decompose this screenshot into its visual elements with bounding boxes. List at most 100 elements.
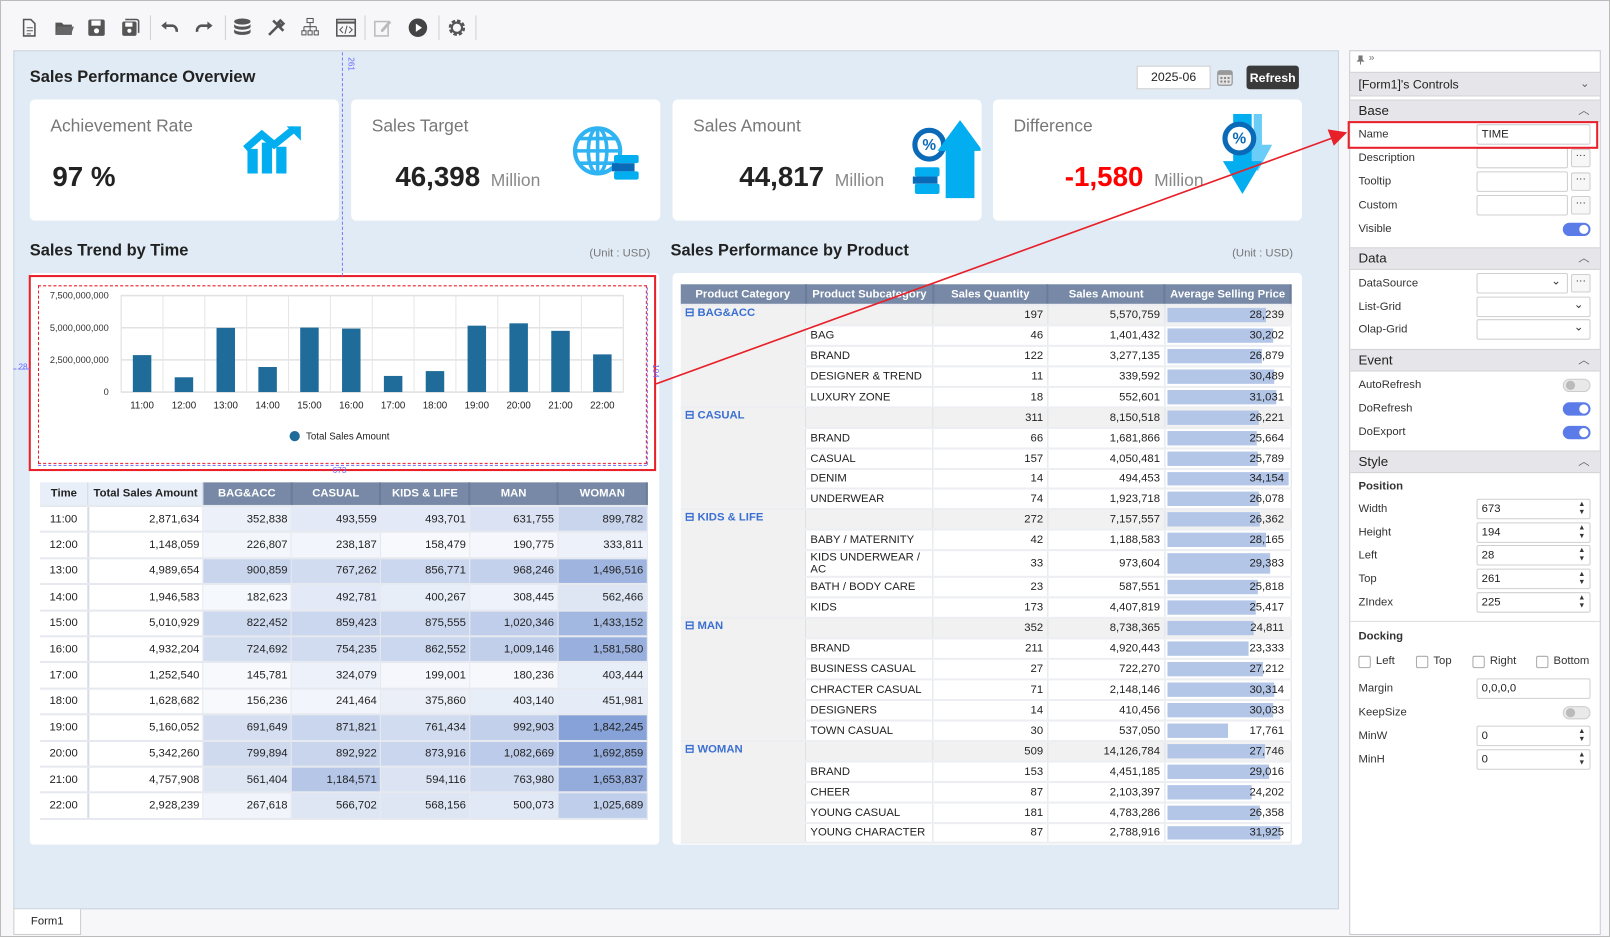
edit-icon[interactable]	[373, 17, 394, 38]
category-cell[interactable]: ⊟ KIDS & LIFE	[680, 509, 807, 619]
collapse-icon[interactable]: ⊟	[684, 409, 698, 422]
refresh-button[interactable]: Refresh	[1246, 65, 1299, 90]
subcategory-row[interactable]: DENIM 14 494,453 34,154	[681, 468, 1292, 490]
collapse-icon[interactable]: ⊟	[684, 620, 698, 633]
category-row[interactable]: ⊟ CASUAL 311 8,150,518 26,221	[680, 407, 1292, 511]
spinner-icon[interactable]: ▲ ▼	[1578, 500, 1586, 517]
description-browse-button[interactable]: ···	[1571, 148, 1591, 168]
month-input[interactable]: 2025-06	[1136, 65, 1211, 90]
subcategory-row[interactable]: CHEER 87 2,103,397 24,202	[681, 781, 1292, 804]
redo-icon[interactable]	[194, 17, 215, 38]
column-header[interactable]: MAN	[469, 482, 559, 507]
tab-form1[interactable]: Form1	[13, 909, 82, 935]
column-header[interactable]: BAG&ACC	[202, 482, 293, 507]
chevron-down-icon[interactable]: ⌄	[1551, 275, 1561, 288]
bar[interactable]	[551, 330, 570, 393]
subcategory-row[interactable]: TOWN CASUAL 30 537,050 17,761	[681, 720, 1292, 742]
table-row[interactable]: 18:00 1,628,682 156,236 241,464 375,860 403,1…	[40, 688, 648, 716]
open-folder-icon[interactable]	[53, 17, 74, 38]
column-header[interactable]: Sales Amount	[1047, 284, 1166, 306]
keepsize-toggle[interactable]	[1562, 706, 1591, 720]
category-cell[interactable]: ⊟ MAN	[680, 617, 807, 742]
run-icon[interactable]	[408, 17, 429, 38]
bar[interactable]	[383, 375, 403, 393]
subcategory-row[interactable]: BRAND 153 4,451,185 29,016	[681, 761, 1292, 783]
subcategory-row[interactable]: KIDS 173 4,407,819 25,417	[681, 597, 1292, 619]
section-base[interactable]: Base ︿	[1350, 99, 1600, 123]
tooltip-input[interactable]	[1476, 171, 1568, 192]
category-row[interactable]: ⊟ BAG&ACC 197 5,570,759 28,239	[680, 304, 1292, 409]
minh-input[interactable]: 0 ▲ ▼	[1476, 749, 1591, 770]
category-row[interactable]: ⊟ WOMAN 509 14,126,784 27,746	[680, 740, 1292, 845]
chevron-down-icon[interactable]: ⌄	[1573, 321, 1584, 334]
custom-input[interactable]	[1476, 194, 1568, 216]
table-row[interactable]: 15:00 5,010,929 822,452 859,423 875,555 1,020…	[40, 610, 648, 638]
custom-browse-button[interactable]: ···	[1571, 196, 1591, 215]
subcategory-row[interactable]: BUSINESS CASUAL 27 722,270 27,212	[681, 658, 1292, 681]
spinner-icon[interactable]: ▲ ▼	[1578, 524, 1586, 540]
section-event[interactable]: Event ︿	[1350, 348, 1600, 372]
left-input[interactable]: 28 ▲ ▼	[1476, 544, 1591, 566]
dorefresh-toggle[interactable]	[1562, 402, 1591, 416]
save-all-icon[interactable]	[120, 17, 141, 38]
column-header[interactable]: Time	[40, 482, 89, 507]
collapse-icon[interactable]: ⊟	[684, 306, 698, 320]
category-row[interactable]: ⊟ MAN 352 8,738,365 24,811	[680, 617, 1292, 742]
table-row[interactable]: 22:00 2,928,239 267,618 566,702 568,156 500,0…	[40, 792, 648, 820]
column-header[interactable]: Product Category	[680, 284, 807, 306]
table-row[interactable]: 16:00 4,932,204 724,692 754,235 862,552 1,009…	[40, 636, 648, 664]
column-header[interactable]: Product Subcategory	[805, 284, 935, 306]
list-grid-input[interactable]: ⌄	[1476, 296, 1591, 318]
minw-input[interactable]: 0 ▲ ▼	[1476, 725, 1591, 747]
dock-left-checkbox[interactable]	[1358, 655, 1371, 669]
selected-control-outline[interactable]	[28, 275, 657, 472]
name-input[interactable]: TIME	[1476, 124, 1591, 145]
tooltip-browse-button[interactable]: ···	[1571, 172, 1591, 191]
doexport-toggle[interactable]	[1562, 425, 1591, 440]
settings-icon[interactable]	[447, 17, 468, 38]
table-row[interactable]: 21:00 4,757,908 561,404 1,184,571 594,116 763…	[40, 766, 648, 794]
spinner-icon[interactable]: ▲ ▼	[1578, 594, 1586, 610]
table-row[interactable]: 17:00 1,252,540 145,781 324,079 199,001 180,2…	[40, 662, 648, 690]
bar[interactable]	[509, 323, 528, 393]
height-input[interactable]: 194 ▲ ▼	[1476, 522, 1591, 543]
controls-header[interactable]: [Form1]'s Controls ⌄	[1350, 71, 1600, 97]
olap-grid-input[interactable]: ⌄	[1476, 319, 1591, 340]
autorefresh-toggle[interactable]	[1562, 378, 1591, 393]
subcategory-row[interactable]: KIDS UNDERWEAR / AC 33 973,604 29,383	[681, 550, 1292, 579]
datasource-input[interactable]: ⌄	[1476, 272, 1568, 294]
subcategory-row[interactable]: DESIGNERS 14 410,456 30,033	[681, 699, 1292, 722]
category-row[interactable]: ⊟ KIDS & LIFE 272 7,157,557 26,362	[680, 509, 1292, 619]
subcategory-row[interactable]: BABY / MATERNITY 42 1,188,583 28,165	[681, 529, 1292, 552]
category-cell[interactable]: ⊟ BAG&ACC	[680, 304, 807, 409]
column-header[interactable]: CASUAL	[291, 482, 382, 507]
database-icon[interactable]	[232, 17, 253, 38]
chevron-up-icon[interactable]: ︿	[1578, 354, 1590, 367]
subcategory-row[interactable]: YOUNG CHARACTER 87 2,788,916 31,925	[681, 822, 1292, 845]
datasource-browse-button[interactable]: ···	[1571, 274, 1591, 293]
bar[interactable]	[425, 371, 445, 393]
calendar-icon[interactable]	[1217, 68, 1233, 86]
column-header[interactable]: Average Selling Price	[1164, 284, 1292, 306]
width-input[interactable]: 673 ▲ ▼	[1476, 498, 1591, 520]
zindex-input[interactable]: 225 ▲ ▼	[1476, 592, 1591, 613]
spinner-icon[interactable]: ▲ ▼	[1578, 570, 1586, 587]
subcategory-row[interactable]: BRAND 211 4,920,443 23,333	[681, 638, 1292, 660]
spinner-icon[interactable]: ▲ ▼	[1578, 727, 1586, 744]
dock-right-checkbox[interactable]	[1472, 655, 1485, 669]
table-row[interactable]: 20:00 5,342,260 799,894 892,922 873,916 1,082…	[40, 740, 648, 768]
margin-input[interactable]: 0,0,0,0	[1476, 678, 1591, 699]
collapse-icon[interactable]: ⊟	[684, 511, 698, 524]
sales-trend-chart[interactable]: 0 2,500,000,000 5,000,000,000 7,500,000,000…	[30, 273, 659, 478]
code-window-icon[interactable]	[336, 17, 357, 38]
table-row[interactable]: 13:00 4,989,654 900,859 767,262 856,771 968,2…	[40, 558, 648, 586]
category-cell[interactable]: ⊟ WOMAN	[680, 740, 807, 845]
table-row[interactable]: 12:00 1,148,059 226,807 238,187 158,479 190,7…	[40, 532, 648, 560]
new-file-icon[interactable]	[18, 17, 39, 38]
section-data[interactable]: Data ︿	[1350, 247, 1600, 270]
table-row[interactable]: 14:00 1,946,583 182,623 492,781 400,267 308,4…	[40, 584, 648, 612]
spinner-icon[interactable]: ▲ ▼	[1578, 751, 1586, 767]
subcategory-row[interactable]: LUXURY ZONE 18 552,601 31,031	[681, 386, 1292, 409]
subcategory-row[interactable]: CHRACTER CASUAL 71 2,148,146 30,314	[681, 679, 1292, 701]
spinner-icon[interactable]: ▲ ▼	[1578, 547, 1586, 563]
